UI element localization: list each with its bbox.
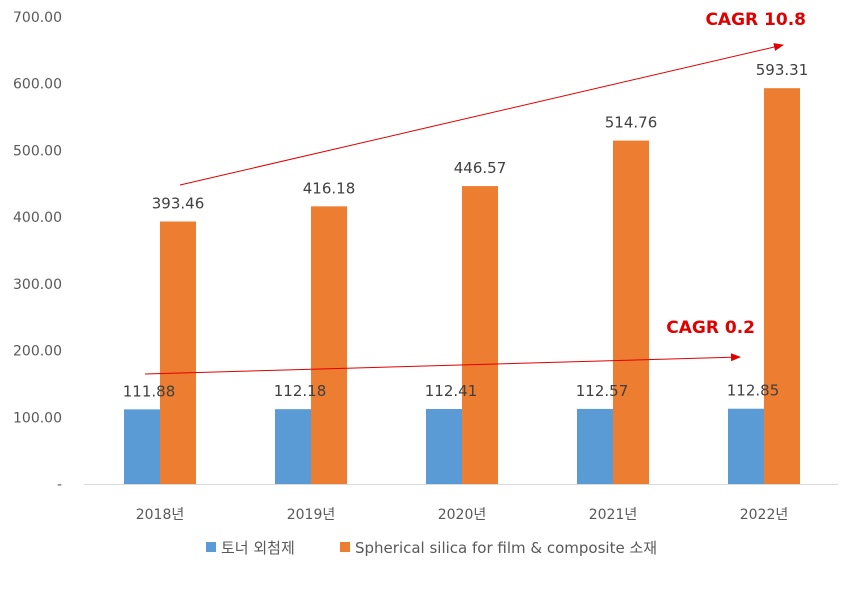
bar-silica	[462, 186, 498, 484]
data-label: 112.41	[425, 382, 478, 400]
bar-silica	[311, 206, 347, 484]
bars	[124, 88, 800, 484]
legend-label-toner: 토너 외첨제	[221, 539, 295, 557]
bar-toner	[275, 409, 311, 484]
y-tick-label: -	[57, 477, 62, 493]
data-label: 112.85	[727, 382, 780, 400]
cagr-arrow-blue	[144, 353, 741, 375]
legend-swatch-toner	[206, 542, 216, 552]
legend-label-silica: Spherical silica for film & composite 소재	[355, 539, 657, 557]
data-label: 393.46	[152, 195, 205, 213]
y-tick-label: 200.00	[13, 344, 62, 360]
cagr-label-orange: CAGR 10.8	[705, 10, 806, 30]
cagr-label-blue: CAGR 0.2	[666, 318, 755, 338]
legend-swatch-silica	[340, 542, 350, 552]
y-tick-label: 400.00	[13, 210, 62, 226]
data-label: 514.76	[605, 114, 658, 132]
data-labels: 111.88 393.46 112.18 416.18 112.41 446.57 112.…	[123, 61, 809, 400]
data-label: 416.18	[303, 179, 356, 197]
data-label: 111.88	[123, 382, 176, 400]
x-tick-label: 2019년	[287, 507, 336, 523]
y-tick-label: 700.00	[13, 10, 62, 26]
data-label: 112.18	[274, 382, 327, 400]
legend: 토너 외첨제 Spherical silica for film & compo…	[206, 539, 657, 557]
data-label: 593.31	[756, 61, 809, 79]
bar-toner	[577, 408, 613, 484]
data-label: 112.57	[576, 382, 629, 400]
x-tick-label: 2020년	[438, 507, 487, 523]
y-tick-label: 300.00	[13, 277, 62, 293]
bar-silica	[764, 88, 800, 484]
x-tick-label: 2022년	[740, 507, 789, 523]
x-tick-label: 2018년	[136, 507, 185, 523]
y-tick-label: 100.00	[13, 410, 62, 426]
bar-silica	[613, 140, 649, 484]
bar-toner	[728, 408, 764, 484]
y-tick-label: 500.00	[13, 143, 62, 159]
bar-silica	[160, 221, 196, 484]
y-axis: - 100.00 200.00 300.00 400.00 500.00 600.00 700…	[13, 10, 62, 493]
y-tick-label: 600.00	[13, 77, 62, 93]
bar-toner	[426, 409, 462, 484]
cagr-arrow-orange	[179, 43, 784, 186]
x-tick-label: 2021년	[589, 507, 638, 523]
data-label: 446.57	[454, 159, 507, 177]
bar-toner	[124, 409, 160, 484]
x-axis: 2018년 2019년 2020년 2021년 2022년	[136, 507, 789, 523]
